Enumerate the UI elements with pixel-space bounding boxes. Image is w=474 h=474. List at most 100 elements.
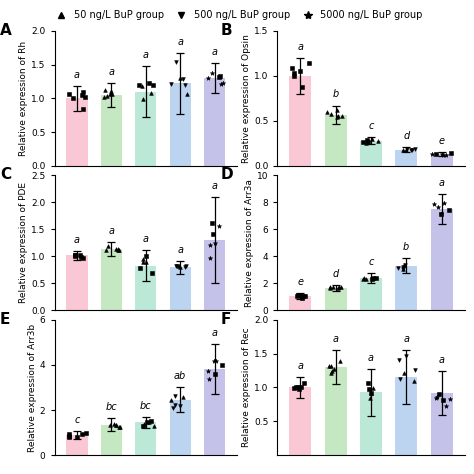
Point xyxy=(439,396,447,403)
Point xyxy=(446,395,454,403)
Point xyxy=(142,259,149,266)
Bar xyxy=(100,425,122,455)
Bar xyxy=(289,296,311,310)
Text: a: a xyxy=(211,181,218,191)
Text: D: D xyxy=(221,167,234,182)
Point xyxy=(79,254,87,261)
Text: bc: bc xyxy=(106,402,117,412)
Point xyxy=(77,253,84,260)
Point xyxy=(167,80,175,88)
Text: E: E xyxy=(0,312,10,327)
Text: a: a xyxy=(297,42,303,52)
Point xyxy=(396,375,403,383)
Bar xyxy=(170,83,191,166)
Bar xyxy=(430,209,453,310)
Point xyxy=(208,70,216,77)
Point xyxy=(204,74,212,82)
Point xyxy=(328,367,336,375)
Point xyxy=(219,80,227,87)
Point xyxy=(324,109,331,116)
Point xyxy=(211,239,219,247)
Bar xyxy=(289,76,311,166)
Point xyxy=(78,430,86,438)
Point xyxy=(73,433,81,440)
Bar xyxy=(204,240,225,310)
Point xyxy=(395,356,403,364)
Point xyxy=(374,137,382,145)
Point xyxy=(403,146,411,153)
Point xyxy=(71,251,79,259)
Point xyxy=(217,80,225,87)
Point xyxy=(181,263,189,271)
Point xyxy=(369,275,376,283)
Text: A: A xyxy=(0,23,11,38)
Point xyxy=(364,380,372,387)
Point xyxy=(401,369,408,377)
Point xyxy=(430,201,438,208)
Text: a: a xyxy=(177,245,183,255)
Point xyxy=(172,58,179,65)
Point xyxy=(210,230,217,237)
Point xyxy=(336,284,343,292)
Point xyxy=(370,274,377,282)
Point xyxy=(204,367,212,374)
Point xyxy=(432,394,440,402)
Point xyxy=(76,251,83,259)
Point xyxy=(365,385,373,393)
Point xyxy=(438,151,446,158)
Point xyxy=(292,383,300,391)
Text: c: c xyxy=(368,121,374,131)
Point xyxy=(212,357,219,365)
Point xyxy=(369,135,376,143)
Point xyxy=(329,283,337,291)
Bar xyxy=(360,392,382,455)
Text: a: a xyxy=(333,334,338,344)
Point xyxy=(169,404,177,411)
Point xyxy=(80,105,87,113)
Point xyxy=(360,275,367,283)
Bar xyxy=(395,377,417,455)
Y-axis label: Relative expression of Opsin: Relative expression of Opsin xyxy=(242,34,251,163)
Point xyxy=(80,88,87,96)
Point xyxy=(408,146,415,154)
Point xyxy=(295,292,302,299)
Point xyxy=(138,82,146,90)
Text: B: B xyxy=(221,23,233,38)
Point xyxy=(330,365,337,373)
Text: a: a xyxy=(438,178,445,188)
Point xyxy=(364,137,371,144)
Point xyxy=(110,420,118,428)
Point xyxy=(372,274,380,282)
Text: C: C xyxy=(0,167,11,182)
Point xyxy=(299,294,306,301)
Point xyxy=(438,210,445,218)
Point xyxy=(327,369,335,376)
Point xyxy=(115,245,122,253)
Point xyxy=(299,292,307,300)
Point xyxy=(215,223,223,230)
Point xyxy=(361,274,368,282)
Bar xyxy=(289,388,311,455)
Bar xyxy=(135,91,156,166)
Point xyxy=(400,263,407,271)
Point xyxy=(72,252,79,259)
Point xyxy=(206,254,213,262)
Point xyxy=(141,420,148,428)
Point xyxy=(402,352,410,359)
Text: a: a xyxy=(109,67,114,77)
Point xyxy=(183,91,191,98)
Point xyxy=(100,93,108,100)
Point xyxy=(359,138,367,146)
Point xyxy=(143,418,150,426)
Point xyxy=(325,363,333,370)
Point xyxy=(399,265,407,273)
Point xyxy=(300,380,308,387)
Point xyxy=(65,432,73,440)
Point xyxy=(147,89,155,97)
Point xyxy=(176,264,184,271)
Text: a: a xyxy=(297,361,303,371)
Text: e: e xyxy=(297,276,303,287)
Bar xyxy=(360,141,382,166)
Y-axis label: Relative expression of PDE: Relative expression of PDE xyxy=(19,182,28,303)
Y-axis label: Relative expression of Rec: Relative expression of Rec xyxy=(242,328,251,447)
